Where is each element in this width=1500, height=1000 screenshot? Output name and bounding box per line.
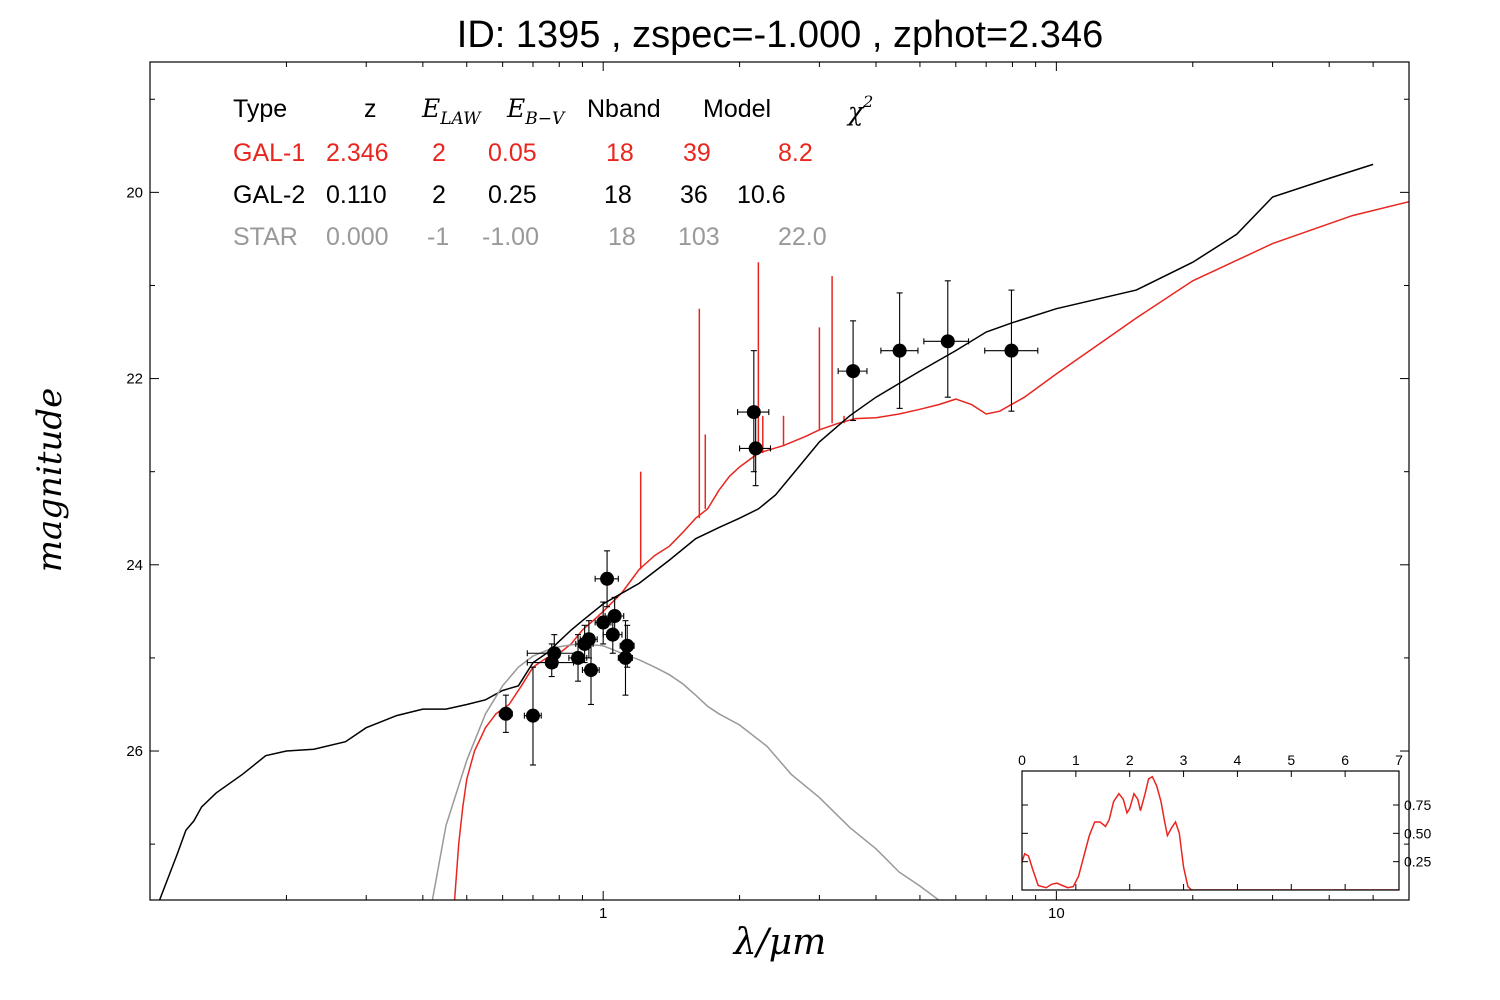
inset-axes-group: 0 1 2 3 4 5 6 7 0.25 0.50 0.75 [1018,752,1431,890]
legend-header-z: z [364,95,377,123]
legend-cell-z: 2.346 [326,139,389,167]
photometry-point-17 [892,343,907,358]
photometry-point-0 [498,706,513,721]
inset-x-tick-label: 1 [1072,752,1080,768]
legend-header-ebv: EB−V [506,94,566,129]
y-tick-label: 26 [126,743,143,760]
photometry-point-18 [940,334,955,349]
legend-cell-ebv: -1.00 [482,223,539,251]
legend-header-type: Type [233,95,287,123]
inset-y-tick-label: 0.50 [1404,825,1431,841]
series-line-gal-2 [158,163,1374,900]
legend-header-elaw-sub: LAW [439,109,482,129]
series-line-star [431,643,940,900]
legend-cell-type: GAL-1 [233,139,305,167]
inset-background [1022,771,1399,890]
plot-frame [149,61,1410,901]
photometry-point-1 [525,708,540,723]
legend-cell-z: 0.000 [326,223,389,251]
photometry-point-14 [746,405,761,420]
legend-cell-ebv: 0.25 [488,181,537,209]
legend-cell-nband: 18 [608,223,636,251]
legend-cell-nband: 18 [606,139,634,167]
photometry-point-4 [571,650,586,665]
inset-x-tick-label: 6 [1341,752,1349,768]
y-tick-label: 24 [126,557,143,574]
legend-cell-chi2: 8.2 [778,139,813,167]
inset-pdz-line [1022,775,1399,890]
legend-cell-z: 0.110 [326,181,387,209]
legend-cell-ebv: 0.05 [488,139,537,167]
inset-frame [1021,770,1400,891]
photometry-point-7 [584,663,599,678]
legend-cell-nband: 18 [604,181,632,209]
inset-x-tick-label: 4 [1234,752,1242,768]
inset-series-group [1022,775,1399,890]
y-tick-label: 20 [126,184,143,201]
x-tick-label: 10 [1048,905,1065,922]
inset-x-tick-label: 7 [1395,752,1403,768]
legend-cell-type: GAL-2 [233,181,305,209]
legend-header-nband: Nband [587,95,661,123]
photometry-point-8 [596,615,611,630]
legend-cell-chi2: 10.6 [737,181,786,209]
legend-cell-elaw: 2 [432,139,446,167]
inset-x-tick-label: 5 [1287,752,1295,768]
photometry-point-11 [607,609,622,624]
legend-header-elaw: ELAW [421,94,482,129]
legend-table: Type z ELAW EB−V Nband Model χ2 GAL-1 2.346 2 0.05… [233,92,873,251]
photometry-point-19 [1004,343,1019,358]
inset-x-tick-label: 0 [1018,752,1026,768]
inset-y-tick-label: 0.25 [1404,854,1431,870]
photometry-point-9 [600,571,615,586]
inset-x-tick-label: 3 [1180,752,1188,768]
legend-cell-model: 103 [678,223,720,251]
legend-cell-type: STAR [233,223,298,251]
legend-header-ebv-sub: B−V [524,109,566,129]
series-line-gal-1 [453,200,1409,900]
legend-cell-chi2: 22.0 [778,223,827,251]
x-tick-label: 1 [599,905,607,922]
chart-title: ID: 1395 , zspec=-1.000 , zphot=2.346 [456,14,1104,56]
legend-cell-model: 39 [683,139,711,167]
photometry-point-6 [581,632,596,647]
legend-cell-elaw: -1 [427,223,449,251]
legend-header-chi2: χ2 [846,92,873,126]
legend-header-model: Model [703,95,771,123]
photometry-point-16 [846,364,861,379]
inset-x-tick-label: 2 [1126,752,1134,768]
photometry-point-3 [547,646,562,661]
main-series-group [158,163,1409,900]
x-axis-label: λ/μm [733,922,827,963]
photometry-point-12 [618,650,633,665]
inset-y-tick-label: 0.75 [1404,797,1431,813]
legend-header-chi2-sup: 2 [862,92,873,111]
legend-cell-model: 36 [680,181,708,209]
photometry-points-group [498,280,1039,766]
legend-cell-elaw: 2 [432,181,446,209]
y-tick-label: 22 [126,371,143,388]
photometry-point-15 [748,441,763,456]
photometry-point-13 [620,638,635,653]
